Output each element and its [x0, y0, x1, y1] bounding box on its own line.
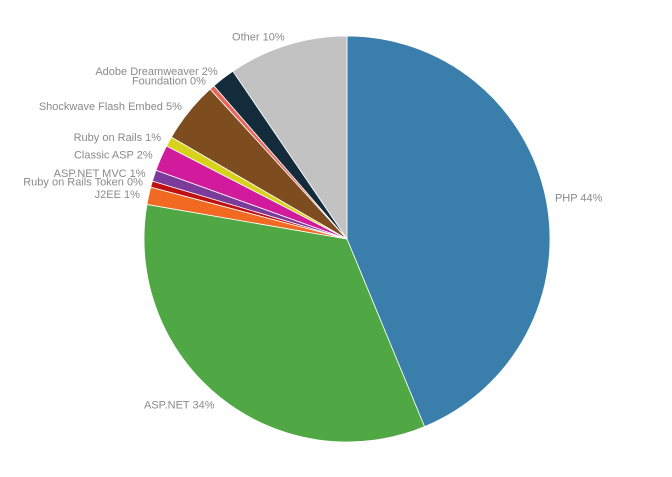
slice-label-ruby-on-rails-token: Ruby on Rails Token 0%: [23, 177, 143, 189]
slice-label-foundation: Foundation 0%: [132, 76, 206, 88]
slice-other[interactable]: [232, 35, 348, 241]
slice-label-other: Other 10%: [232, 31, 285, 43]
slice-label-classic-asp: Classic ASP 2%: [74, 149, 153, 161]
pie-slices: [143, 35, 551, 443]
slice-label-adobe-dreamweaver: Adobe Dreamweaver 2%: [95, 66, 218, 78]
pie-labels: PHP 44% ASP.NET 34% J2EE 1%Ruby on Rails T…: [23, 31, 602, 411]
slice-php[interactable]: [346, 35, 551, 428]
slice-label-asp-net-mvc: ASP.NET MVC 1%: [54, 168, 146, 180]
slice-label-php: PHP 44%: [555, 193, 603, 205]
slice-label-asp-net: ASP.NET 34%: [144, 400, 215, 412]
slice-label-ruby-on-rails: Ruby on Rails 1%: [74, 132, 162, 144]
slice-asp-net[interactable]: [143, 203, 426, 443]
slice-label-j2ee: J2EE 1%: [95, 189, 140, 201]
slice-label-shockwave-flash-embed: Shockwave Flash Embed 5%: [39, 101, 182, 113]
